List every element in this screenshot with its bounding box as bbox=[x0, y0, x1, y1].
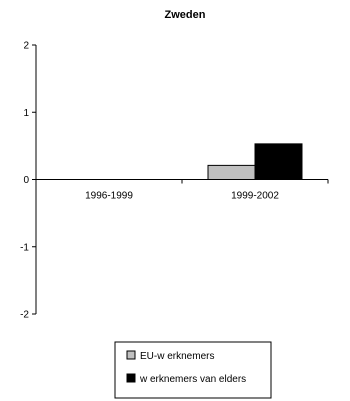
y-tick-label: 2 bbox=[23, 41, 29, 52]
bar bbox=[207, 164, 256, 181]
bar bbox=[254, 143, 303, 180]
legend-box bbox=[114, 341, 272, 399]
y-tick-label: 1 bbox=[23, 108, 29, 119]
y-tick-label: 0 bbox=[23, 175, 29, 186]
chart-title: Zweden bbox=[165, 9, 206, 21]
y-tick-label: -1 bbox=[20, 242, 29, 253]
legend-swatch bbox=[126, 350, 136, 360]
legend-label: w erknemers van elders bbox=[139, 374, 246, 385]
legend-swatch bbox=[126, 373, 136, 383]
x-category-label: 1996-1999 bbox=[85, 191, 133, 202]
legend: EU-w erknemers w erknemers van elders bbox=[114, 341, 272, 399]
y-tick-label: -2 bbox=[20, 310, 29, 321]
legend-label: EU-w erknemers bbox=[140, 351, 214, 362]
plot-area: 2 1 0 -1 -2 1996-1999 1999-2002 bbox=[20, 41, 329, 321]
x-category-label: 1999-2002 bbox=[231, 191, 279, 202]
